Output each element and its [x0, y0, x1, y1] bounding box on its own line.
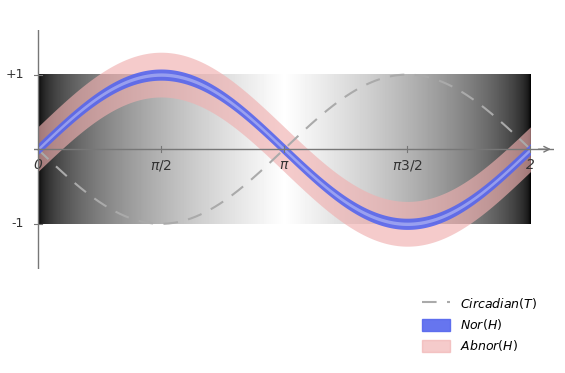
- Text: $\pi/2$: $\pi/2$: [150, 158, 172, 173]
- Text: 2: 2: [526, 158, 535, 172]
- Text: $\pi$: $\pi$: [279, 158, 289, 172]
- Legend: $\it{Circadian(T)}$, $\it{Nor(H)}$, $\it{Abnor(H)}$: $\it{Circadian(T)}$, $\it{Nor(H)}$, $\it…: [423, 295, 537, 353]
- Text: -1: -1: [11, 217, 24, 230]
- Text: +1: +1: [5, 68, 24, 81]
- Text: $\pi3/2$: $\pi3/2$: [392, 158, 423, 173]
- Text: 0: 0: [33, 158, 42, 172]
